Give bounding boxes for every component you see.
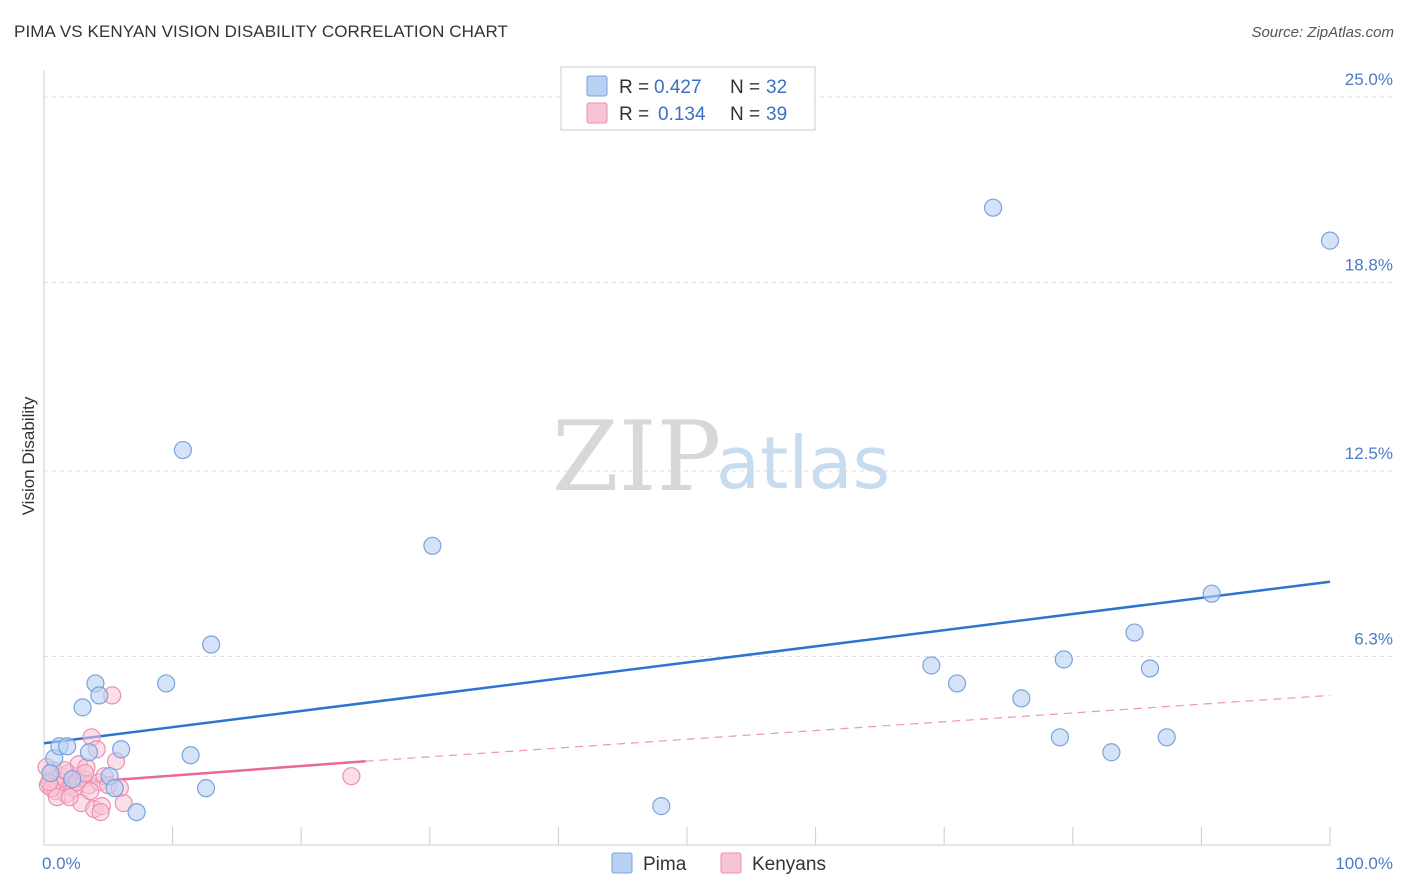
data-point-pima bbox=[79, 743, 99, 762]
legend-r-value-pima: 0.427 bbox=[654, 77, 702, 98]
data-point-kenyans bbox=[91, 802, 110, 822]
axis-layer bbox=[43, 70, 1331, 846]
correlation-legend: R = 0.427 N = 32 R = 0.134 N = 39 bbox=[560, 66, 816, 131]
data-point-pima bbox=[1320, 231, 1340, 250]
watermark-zip: ZIP bbox=[552, 401, 721, 513]
data-point-pima bbox=[73, 698, 92, 717]
trend-line-pima bbox=[43, 580, 1331, 745]
data-point-pima bbox=[1012, 689, 1031, 708]
legend-n-label-kenyans: N = bbox=[730, 104, 760, 125]
data-point-pima bbox=[63, 770, 82, 789]
chart-title: PIMA VS KENYAN VISION DISABILITY CORRELA… bbox=[14, 22, 509, 41]
watermark: ZIP atlas bbox=[552, 401, 890, 513]
trend-line-kenyans-extended bbox=[365, 694, 1331, 762]
data-point-pima bbox=[983, 198, 1003, 217]
data-point-pima bbox=[1140, 659, 1160, 678]
legend-n-label-pima: N = bbox=[730, 77, 760, 98]
data-point-pima bbox=[1157, 728, 1176, 747]
legend-r-label-pima: R = bbox=[619, 77, 649, 98]
legend-r-value-kenyans: 0.134 bbox=[658, 104, 706, 125]
grid-layer bbox=[44, 96, 1392, 658]
data-point-pima bbox=[112, 740, 131, 759]
data-point-pima bbox=[41, 764, 60, 783]
data-point-pima bbox=[1102, 743, 1121, 762]
y-tick-label: 6.3% bbox=[1354, 630, 1393, 649]
trend-layer bbox=[43, 580, 1331, 787]
data-point-pima bbox=[1054, 650, 1073, 669]
tick-label-layer: 6.3% 12.5% 18.8% 25.0% 0.0% 100.0% bbox=[42, 70, 1393, 873]
bottom-legend-swatch-kenyans bbox=[720, 852, 742, 874]
data-point-pima bbox=[423, 536, 442, 555]
watermark-atlas: atlas bbox=[716, 421, 890, 505]
legend-n-value-pima: 32 bbox=[766, 77, 787, 98]
points-layer bbox=[37, 198, 1340, 822]
data-point-pima bbox=[202, 635, 221, 654]
data-point-pima bbox=[922, 656, 941, 675]
x-tick-label: 0.0% bbox=[42, 854, 81, 873]
data-point-kenyans bbox=[60, 788, 79, 807]
data-point-pima bbox=[127, 802, 146, 822]
data-point-kenyans bbox=[81, 782, 100, 801]
legend-r-label-kenyans: R = bbox=[619, 104, 649, 125]
data-point-pima bbox=[105, 779, 124, 798]
series-legend: Pima Kenyans bbox=[611, 852, 826, 875]
data-point-kenyans bbox=[114, 794, 133, 813]
data-point-pima bbox=[157, 674, 176, 693]
bottom-legend-label-pima: Pima bbox=[643, 854, 687, 875]
bottom-legend-label-kenyans: Kenyans bbox=[752, 854, 826, 875]
data-point-pima bbox=[1125, 623, 1144, 642]
y-tick-label: 12.5% bbox=[1345, 444, 1393, 463]
y-tick-label: 18.8% bbox=[1345, 256, 1393, 275]
x-tick-label: 100.0% bbox=[1335, 854, 1393, 873]
data-point-pima bbox=[196, 779, 216, 798]
data-point-pima bbox=[652, 797, 671, 816]
legend-swatch-kenyans bbox=[586, 102, 608, 124]
y-tick-label: 25.0% bbox=[1345, 70, 1393, 89]
data-point-pima bbox=[947, 674, 967, 693]
y-axis-label: Vision Disability bbox=[19, 396, 38, 515]
data-point-kenyans bbox=[342, 767, 361, 786]
bottom-legend-swatch-pima bbox=[611, 852, 633, 874]
data-point-pima bbox=[1050, 728, 1070, 747]
legend-swatch-pima bbox=[586, 75, 608, 97]
data-point-pima bbox=[90, 686, 109, 705]
data-point-pima bbox=[181, 746, 200, 765]
source-label: Source: ZipAtlas.com bbox=[1251, 24, 1394, 41]
legend-n-value-kenyans: 39 bbox=[766, 104, 787, 125]
data-point-pima bbox=[58, 737, 77, 756]
data-point-pima bbox=[173, 440, 192, 460]
data-point-pima bbox=[1202, 584, 1221, 603]
